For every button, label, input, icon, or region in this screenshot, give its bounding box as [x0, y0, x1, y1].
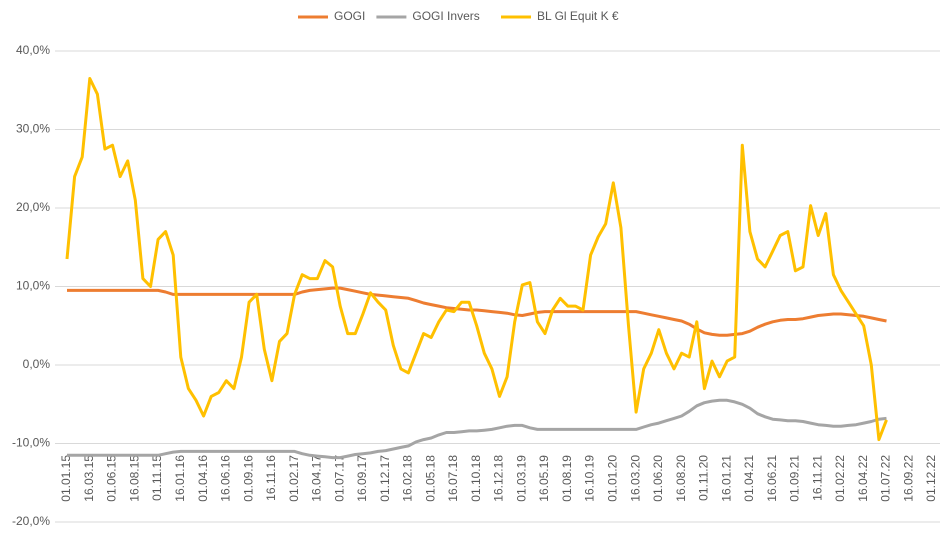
- x-tick-label: 01.04.21: [742, 455, 756, 502]
- legend-label: GOGI: [334, 9, 365, 23]
- x-tick-label: 01.08.19: [560, 455, 574, 502]
- x-tick-label: 01.11.15: [150, 455, 164, 501]
- y-tick-label: -20,0%: [12, 514, 50, 528]
- x-tick-label: 16.08.20: [674, 455, 688, 502]
- x-tick-label: 01.01.20: [605, 455, 619, 502]
- x-tick-label: 16.11.21: [810, 455, 824, 501]
- x-tick-label: 16.07.18: [446, 455, 460, 502]
- x-tick-label: 16.02.18: [401, 455, 415, 502]
- x-tick-label: 01.07.17: [332, 455, 346, 502]
- x-tick-label: 16.10.19: [583, 455, 597, 502]
- x-tick-label: 01.04.16: [196, 455, 210, 502]
- x-tick-label: 16.04.17: [310, 455, 324, 502]
- series-line: [65, 77, 888, 442]
- y-tick-label: 0,0%: [23, 357, 51, 371]
- x-tick-label: 16.01.16: [173, 455, 187, 502]
- x-tick-label: 16.06.16: [219, 455, 233, 502]
- x-tick-label: 01.10.18: [469, 455, 483, 502]
- legend-label: BL Gl Equit K €: [537, 9, 619, 23]
- y-tick-label: 40,0%: [16, 43, 50, 57]
- x-tick-label: 16.03.15: [82, 455, 96, 502]
- x-tick-label: 01.09.21: [788, 455, 802, 502]
- y-tick-label: 10,0%: [16, 279, 50, 293]
- x-tick-label: 16.05.19: [537, 455, 551, 502]
- series-line: [67, 286, 887, 337]
- x-tick-label: 01.05.18: [423, 455, 437, 502]
- series-line: [67, 398, 887, 460]
- x-tick-label: 16.08.15: [127, 455, 141, 502]
- legend-label: GOGI Invers: [412, 9, 479, 23]
- x-tick-label: 16.01.21: [719, 455, 733, 502]
- x-tick-label: 01.07.22: [879, 455, 893, 502]
- x-tick-label: 01.02.17: [287, 455, 301, 502]
- x-tick-label: 16.09.17: [355, 455, 369, 502]
- y-tick-label: 30,0%: [16, 122, 50, 136]
- x-tick-label: 01.06.15: [105, 455, 119, 502]
- x-tick-label: 16.06.21: [765, 455, 779, 502]
- x-tick-label: 01.01.15: [59, 455, 73, 502]
- x-tick-label: 16.12.18: [492, 455, 506, 502]
- x-tick-label: 01.11.20: [697, 455, 711, 501]
- x-tick-label: 01.09.16: [241, 455, 255, 502]
- x-tick-label: 16.03.20: [628, 455, 642, 502]
- x-tick-label: 01.03.19: [514, 455, 528, 502]
- y-tick-label: -10,0%: [12, 436, 50, 450]
- x-tick-label: 01.02.22: [833, 455, 847, 502]
- x-tick-label: 16.11.16: [264, 455, 278, 501]
- x-tick-label: 16.09.22: [901, 455, 915, 502]
- x-tick-label: 01.06.20: [651, 455, 665, 502]
- y-tick-label: 20,0%: [16, 200, 50, 214]
- x-tick-label: 01.12.17: [378, 455, 392, 502]
- x-tick-label: 16.04.22: [856, 455, 870, 502]
- x-tick-label: 01.12.22: [924, 455, 938, 502]
